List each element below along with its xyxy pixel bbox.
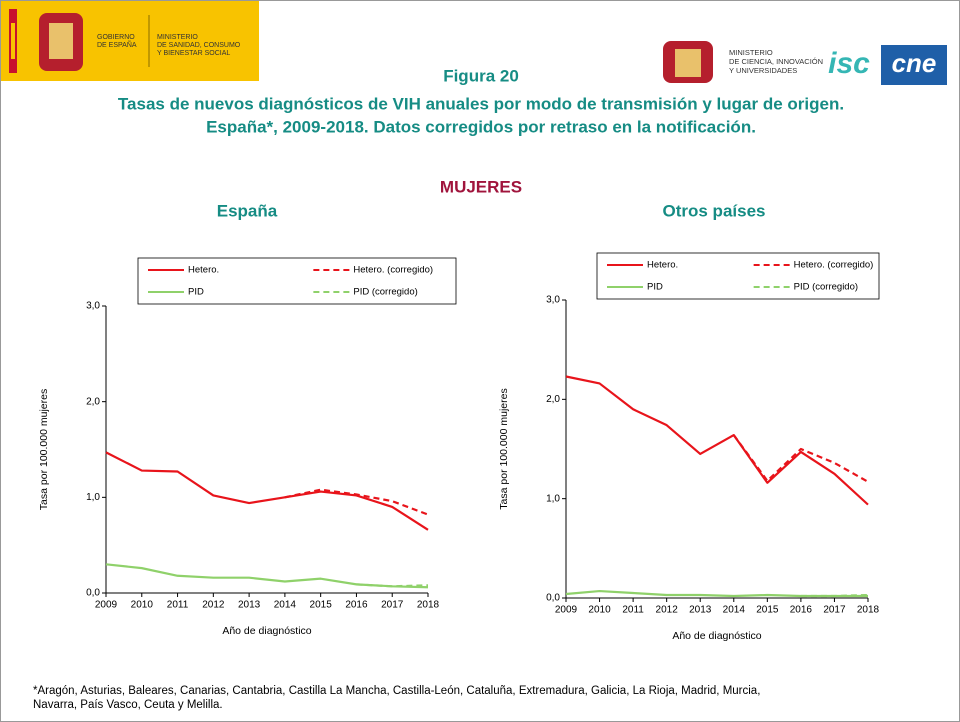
x-axis-label: Año de diagnóstico [672,630,761,642]
x-tick-label: 2013 [238,600,261,611]
x-tick-label: 2010 [588,605,611,616]
legend-label: Hetero. (corregido) [794,260,874,271]
logo-text: DE ESPAÑA [97,40,137,49]
logo-text: MINISTERIO [729,48,773,57]
y-tick-label: 2,0 [86,396,100,407]
legend-box [137,257,457,305]
cne-logo-box [881,45,947,85]
figure-title: España*, 2009-2018. Datos corregidos por… [206,117,756,136]
series-line [565,375,869,506]
x-tick-label: 2011 [622,605,644,616]
x-tick-label: 2016 [790,605,813,616]
y-axis-label: Tasa por 100.000 mujeres [498,388,510,509]
legend-box [596,252,880,300]
y-tick-label: 0,0 [546,593,560,604]
x-tick-label: 2013 [689,605,712,616]
series-line [356,583,429,588]
y-tick-label: 3,0 [546,295,560,306]
coat-of-arms [675,49,701,77]
x-tick-label: 2012 [656,605,679,616]
x-tick-label: 2015 [310,600,333,611]
logo-text: Y BIENESTAR SOCIAL [157,50,230,57]
series-line [732,434,869,483]
x-tick-label: 2011 [167,600,189,611]
chart-title: España [217,201,278,220]
y-axis-label: Tasa por 100.000 mujeres [38,389,50,510]
x-tick-label: 2010 [131,600,154,611]
legend-label: PID [188,287,204,298]
legend-label: PID [647,282,663,293]
x-tick-label: 2017 [823,605,846,616]
logo-text: GOBIERNO [97,34,135,41]
y-tick-label: 2,0 [546,394,560,405]
logo-text: DE SANIDAD, CONSUMO [157,42,241,49]
logo-text: Y UNIVERSIDADES [729,66,797,75]
x-tick-label: 2009 [95,600,118,611]
figure-title: Tasas de nuevos diagnósticos de VIH anua… [118,94,844,113]
flag-stripe [11,23,15,59]
x-tick-label: 2016 [345,600,368,611]
logo-text: DE CIENCIA, INNOVACIÓN [729,57,823,66]
figure-number: Figura 20 [443,66,519,85]
y-tick-label: 1,0 [86,492,100,503]
x-tick-label: 2014 [723,605,746,616]
legend-label: Hetero. [647,260,678,271]
series-line [105,563,429,589]
footnote: *Aragón, Asturias, Baleares, Canarias, C… [33,685,761,711]
y-tick-label: 0,0 [86,588,100,599]
coat-of-arms [49,23,73,59]
series-line [565,589,868,598]
cne-logo: cne [892,48,937,78]
x-tick-label: 2012 [202,600,225,611]
legend-label: PID (corregido) [353,287,417,298]
x-tick-label: 2009 [555,605,578,616]
series-line [284,488,429,516]
x-axis-label: Año de diagnóstico [222,625,311,637]
y-tick-label: 1,0 [546,493,560,504]
x-tick-label: 2014 [274,600,297,611]
isc-logo: isc [828,47,870,80]
y-tick-label: 3,0 [86,301,100,312]
chart-title: Otros países [663,201,766,220]
x-tick-label: 2018 [857,605,880,616]
legend-label: Hetero. [188,265,219,276]
series-line [105,451,429,531]
x-tick-label: 2018 [417,600,440,611]
x-tick-label: 2017 [381,600,404,611]
logo-text: MINISTERIO [157,34,198,41]
legend-label: PID (corregido) [794,282,858,293]
group-title: MUJERES [440,177,522,196]
series-line [800,593,869,598]
legend-label: Hetero. (corregido) [353,265,433,276]
x-tick-label: 2015 [756,605,779,616]
